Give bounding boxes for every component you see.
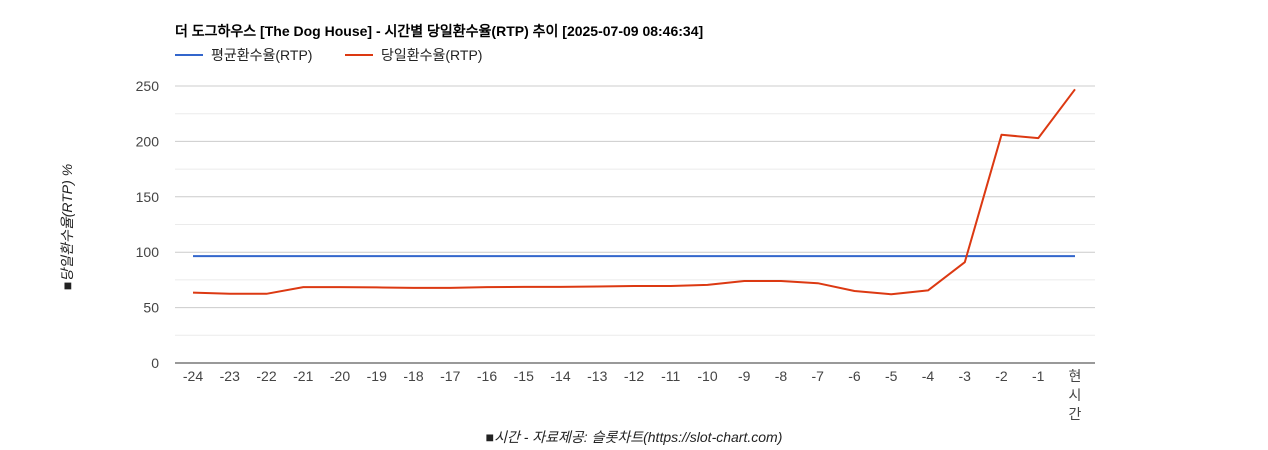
data-point xyxy=(706,254,710,258)
data-point xyxy=(926,288,930,292)
series-lines xyxy=(191,87,1077,296)
data-point xyxy=(375,254,379,258)
data-point xyxy=(338,285,342,289)
legend-label: 평균환수율(RTP) xyxy=(211,47,312,63)
data-point xyxy=(559,254,563,258)
data-point xyxy=(1036,136,1040,140)
legend-item-average-rtp[interactable]: 평균환수율(RTP) xyxy=(175,47,312,63)
x-tick-label: -22 xyxy=(256,368,276,384)
x-tick-label: -19 xyxy=(367,368,387,384)
data-point xyxy=(632,284,636,288)
data-point xyxy=(779,279,783,283)
x-tick-label: -7 xyxy=(812,368,825,384)
gridlines xyxy=(175,85,1095,364)
data-point xyxy=(265,292,269,296)
x-tick-label: -16 xyxy=(477,368,497,384)
data-point xyxy=(522,285,526,289)
data-point xyxy=(191,291,195,295)
data-point xyxy=(301,254,305,258)
data-point xyxy=(963,260,967,264)
y-axis-ticks: 0 50 100 150 200 250 xyxy=(136,78,160,371)
x-axis-title: ■시간 - 자료제공: 슬롯차트(https://slot-chart.com) xyxy=(486,429,783,445)
legend[interactable]: 평균환수율(RTP) 당일환수율(RTP) xyxy=(175,47,482,63)
data-point xyxy=(522,254,526,258)
x-tick-label: -24 xyxy=(183,368,203,384)
y-tick-label: 200 xyxy=(136,133,160,149)
data-point xyxy=(889,254,893,258)
data-point xyxy=(889,292,893,296)
data-point xyxy=(412,254,416,258)
y-axis-title: ■당일환수율(RTP) % xyxy=(59,164,75,290)
data-point xyxy=(1073,87,1077,91)
x-tick-label: -15 xyxy=(514,368,534,384)
data-point xyxy=(412,286,416,290)
data-point xyxy=(853,254,857,258)
x-tick-label: -23 xyxy=(220,368,240,384)
data-point xyxy=(1073,254,1077,258)
x-tick-label: -8 xyxy=(775,368,788,384)
x-tick-label: -14 xyxy=(550,368,570,384)
x-tick-label: -9 xyxy=(738,368,751,384)
x-tick-label: -11 xyxy=(661,368,680,384)
data-point xyxy=(191,254,195,258)
x-tick-label: -17 xyxy=(440,368,460,384)
data-point xyxy=(632,254,636,258)
data-point xyxy=(485,285,489,289)
data-point xyxy=(669,284,673,288)
data-point xyxy=(779,254,783,258)
data-point xyxy=(742,279,746,283)
y-tick-label: 50 xyxy=(143,300,159,316)
data-point xyxy=(448,254,452,258)
data-point xyxy=(595,285,599,289)
legend-label: 당일환수율(RTP) xyxy=(381,47,482,63)
data-point xyxy=(926,254,930,258)
data-point xyxy=(265,254,269,258)
data-point xyxy=(1000,133,1004,137)
data-point xyxy=(816,254,820,258)
x-tick-label: -4 xyxy=(922,368,935,384)
y-tick-label: 250 xyxy=(136,78,160,94)
data-point xyxy=(228,292,232,296)
x-tick-label: -20 xyxy=(330,368,350,384)
legend-item-daily-rtp[interactable]: 당일환수율(RTP) xyxy=(345,47,482,63)
y-tick-label: 0 xyxy=(151,355,159,371)
data-point xyxy=(816,281,820,285)
data-point xyxy=(301,285,305,289)
chart-title: 더 도그하우스 [The Dog House] - 시간별 당일환수율(RTP)… xyxy=(175,23,703,39)
data-point xyxy=(485,254,489,258)
data-point xyxy=(228,254,232,258)
x-tick-label: -21 xyxy=(293,368,313,384)
data-point xyxy=(595,254,599,258)
y-tick-label: 150 xyxy=(136,189,160,205)
x-axis-ticks: -24 -23 -22 -21 -20 -19 -18 -17 -16 -15 -14 -13 -12 -… xyxy=(183,368,1082,422)
data-point xyxy=(706,283,710,287)
data-point xyxy=(669,254,673,258)
data-point xyxy=(338,254,342,258)
data-point xyxy=(375,285,379,289)
x-tick-label: -13 xyxy=(587,368,607,384)
x-tick-label: -12 xyxy=(624,368,644,384)
x-tick-label: -10 xyxy=(697,368,717,384)
data-point xyxy=(742,254,746,258)
x-tick-label: -5 xyxy=(885,368,898,384)
data-point xyxy=(853,289,857,293)
data-point xyxy=(1036,254,1040,258)
x-tick-label: -18 xyxy=(403,368,423,384)
x-tick-label: -2 xyxy=(995,368,1008,384)
x-tick-label: -6 xyxy=(848,368,861,384)
x-tick-label: -3 xyxy=(959,368,972,384)
data-point xyxy=(1000,254,1004,258)
series-line-daily-rtp xyxy=(192,88,1076,296)
x-tick-label: -1 xyxy=(1032,368,1045,384)
y-tick-label: 100 xyxy=(136,244,160,260)
data-point xyxy=(448,286,452,290)
data-point xyxy=(559,285,563,289)
